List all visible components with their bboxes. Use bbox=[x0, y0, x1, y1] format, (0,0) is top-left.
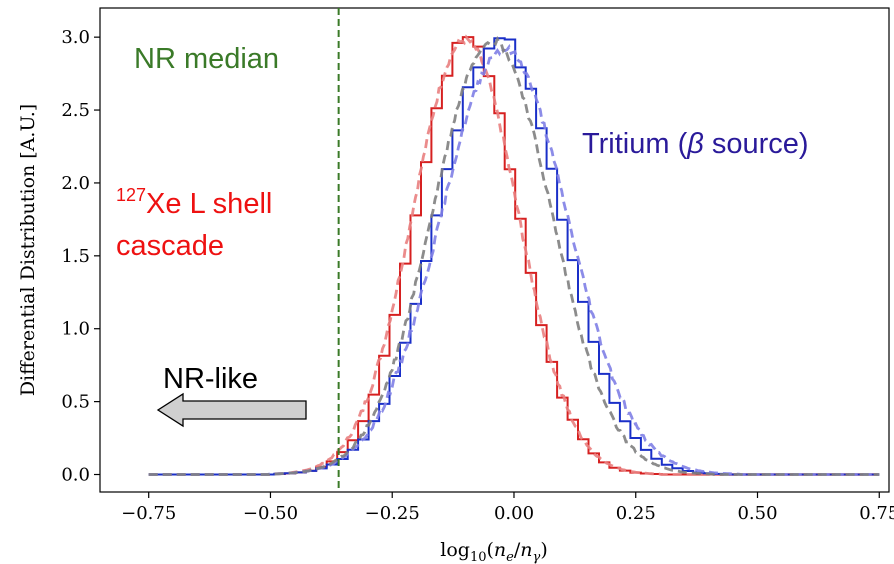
xe-label-text: Xe L shell bbox=[146, 188, 272, 220]
xe-label-line1: 127Xe L shell bbox=[116, 185, 272, 220]
tritium-label-text: Tritium ( bbox=[582, 128, 688, 160]
y-tick-label: 0.0 bbox=[61, 465, 90, 486]
y-tick-label: 1.5 bbox=[61, 246, 90, 267]
y-tick-label: 3.0 bbox=[61, 27, 90, 48]
series-curve-3 bbox=[148, 43, 880, 476]
y-tick-label: 1.0 bbox=[61, 319, 90, 340]
x-axis-title: log10(ne/nγ) bbox=[440, 539, 547, 564]
nr-like-arrow bbox=[156, 392, 307, 428]
y-axis-title: Differential Distribution [A.U.] bbox=[17, 104, 39, 396]
x-tick-label: −0.25 bbox=[365, 503, 420, 524]
x-tick-label: 0.25 bbox=[616, 503, 656, 524]
y-tick-label: 2.5 bbox=[61, 100, 90, 121]
nr-median-label: NR median bbox=[134, 43, 279, 75]
x-tick-label: −0.50 bbox=[243, 503, 298, 524]
nr-like-label: NR-like bbox=[163, 363, 258, 395]
x-tick-label: 0.50 bbox=[737, 503, 777, 524]
x-tick-label: −0.75 bbox=[121, 503, 176, 524]
xe-isotope-superscript: 127 bbox=[116, 185, 146, 205]
tritium-label: Tritium (β source) bbox=[582, 128, 809, 160]
series-layer bbox=[148, 34, 880, 476]
xe-label-line2: cascade bbox=[116, 230, 224, 262]
tritium-label-rest: source) bbox=[704, 128, 809, 160]
x-tick-label: 0.00 bbox=[494, 503, 534, 524]
ticks-layer: −0.75 −0.50 −0.25 0.00 0.25 0.50 0.75 0.0 0.5 1.0… bbox=[61, 27, 894, 524]
series-curve-4 bbox=[148, 35, 880, 476]
y-tick-label: 0.5 bbox=[61, 392, 90, 413]
y-tick-label: 2.0 bbox=[61, 173, 90, 194]
tritium-beta-symbol: β bbox=[686, 128, 704, 160]
x-tick-label: 0.75 bbox=[859, 503, 894, 524]
